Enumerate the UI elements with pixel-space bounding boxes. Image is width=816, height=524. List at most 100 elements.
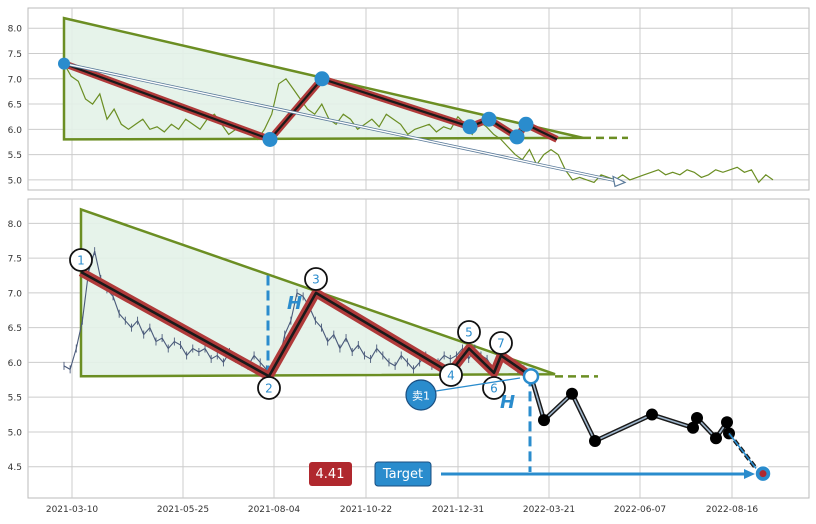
pivot-number-label: 3: [312, 273, 320, 287]
price-segment: [69, 348, 77, 370]
price-segment: [450, 354, 457, 360]
pivot-number-label: 2: [265, 382, 273, 396]
x-tick-label: 2021-05-25: [157, 505, 209, 515]
price-segment: [167, 341, 175, 349]
price-segment: [413, 362, 421, 370]
breakout-marker: [522, 368, 540, 385]
price-segment: [333, 334, 341, 349]
price-segment: [180, 344, 188, 356]
zigzag-line: [80, 270, 532, 378]
price-segment: [192, 348, 200, 353]
price-segment: [174, 341, 181, 346]
x-tick-label: 2022-06-07: [614, 505, 666, 515]
pivot-number-label: 1: [77, 254, 85, 268]
y-tick-label: 6.5: [8, 324, 22, 334]
price-segment: [376, 348, 384, 356]
y-tick-label: 6.0: [8, 126, 23, 136]
price-segment: [112, 296, 120, 314]
height-label: H: [500, 392, 515, 413]
price-segment: [216, 355, 224, 363]
x-tick-label: 2021-12-31: [432, 505, 484, 515]
price-segment: [351, 344, 359, 353]
y-tick-label: 6.5: [8, 101, 22, 111]
price-segment: [149, 327, 157, 342]
pivot-dot: [462, 119, 478, 135]
pivot-dot: [481, 111, 497, 127]
projection-dot: [538, 414, 550, 427]
target-label: Target: [382, 467, 423, 482]
price-segment: [63, 365, 71, 370]
y-tick-label: 5.0: [8, 176, 23, 186]
price-segment: [345, 337, 353, 353]
pivot-dot: [262, 131, 278, 147]
price-segment: [382, 355, 390, 363]
target-arrow-shaft-inner: [63, 62, 620, 183]
target-marker-core: [759, 470, 767, 478]
projection-dot: [589, 434, 601, 447]
y-tick-label: 7.0: [8, 75, 23, 85]
y-tick-label: 7.0: [8, 289, 23, 299]
pivot-dot: [509, 129, 525, 145]
y-tick-label: 6.0: [8, 359, 23, 369]
y-tick-label: 4.5: [8, 463, 22, 473]
price-segment: [443, 354, 451, 360]
pivot-dot: [518, 116, 534, 132]
price-segment: [406, 362, 414, 370]
projection-dot: [646, 408, 658, 421]
y-tick-label: 5.0: [8, 428, 23, 438]
projection-dot: [687, 421, 699, 434]
price-segment: [143, 327, 151, 335]
y-tick-label: 7.5: [8, 255, 22, 265]
target-value-box: [309, 462, 352, 486]
x-tick-label: 2021-10-22: [340, 505, 392, 515]
price-segment: [131, 320, 138, 329]
pivot-number-label: 5: [465, 326, 473, 340]
price-segment: [161, 337, 169, 349]
price-segment: [75, 320, 83, 349]
y-tick-label: 7.5: [8, 50, 22, 60]
price-segment: [394, 355, 402, 367]
projection-dot: [710, 432, 722, 445]
price-segment: [284, 320, 292, 335]
price-segment: [339, 337, 347, 349]
pivot-number-label: 4: [447, 369, 455, 383]
pivot-number-circle: [304, 267, 328, 291]
price-segment: [259, 362, 267, 370]
pivot-dot: [58, 57, 70, 70]
height-label: H: [287, 293, 302, 314]
projected-path: [530, 376, 730, 442]
price-segment: [456, 348, 463, 356]
target-value-label: 4.41: [316, 467, 345, 482]
target-arrow-head: [612, 175, 627, 188]
price-segment: [357, 344, 365, 356]
pivot-number-label: 7: [497, 337, 505, 351]
sell-marker-line: [435, 377, 521, 392]
x-tick-label: 2022-03-21: [523, 505, 575, 515]
x-tick-label: 2022-08-16: [706, 505, 759, 515]
projection-dot: [566, 387, 578, 400]
sell-marker-badge: [405, 379, 437, 411]
y-tick-label: 5.5: [8, 151, 22, 161]
price-segment: [314, 320, 322, 329]
price-segment: [296, 292, 304, 297]
pivot-dot: [314, 71, 330, 87]
price-line: [63, 63, 774, 184]
price-segment: [370, 348, 378, 360]
price-segment: [327, 334, 335, 342]
pivot-number-circle: [457, 320, 481, 344]
pivot-number-circle: [69, 248, 93, 272]
y-tick-label: 8.0: [8, 220, 23, 230]
price-segment: [186, 348, 194, 356]
target-arrow-head: [744, 469, 755, 479]
projection-final-leg-inner: [728, 432, 758, 471]
price-segment: [210, 354, 218, 360]
price-segment: [253, 355, 261, 363]
projection-dot: [691, 412, 703, 425]
pivot-number-circle: [489, 331, 513, 355]
price-segment: [364, 354, 371, 360]
price-segment: [388, 361, 396, 367]
price-segment: [94, 251, 102, 280]
price-segment: [137, 320, 145, 335]
